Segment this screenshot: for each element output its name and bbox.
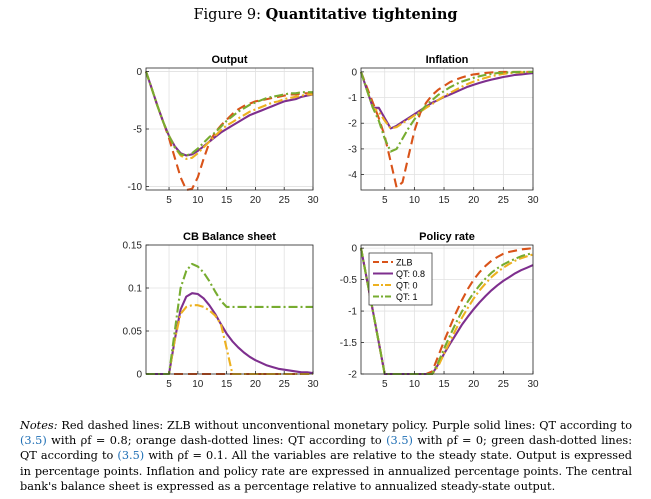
legend-label-qt0: QT: 0	[396, 281, 418, 291]
x-tick-label: 30	[307, 379, 319, 390]
legend-label-qt1: QT: 1	[396, 292, 418, 302]
chart-1: 5 10 15 20 25 30 0 -5 -10 Output	[128, 54, 319, 206]
y-tick-label: -1	[348, 93, 357, 104]
notes-text-1: Red dashed lines: ZLB without unconventi…	[57, 419, 632, 432]
y-tick-label: 0	[351, 244, 357, 255]
x-tick-label: 10	[192, 195, 204, 206]
x-tick-label: 15	[438, 195, 450, 206]
legend-box	[368, 252, 433, 306]
y-tick-label: 0.05	[123, 327, 143, 338]
y-tick-label: 0	[136, 370, 142, 381]
chart-2: 5 10 15 20 25 30 0 -1 -2 -3 -4 Inflation	[348, 54, 539, 206]
y-tick-label: -0.5	[340, 275, 358, 286]
x-tick-label: 5	[166, 195, 172, 206]
figure-notes: Notes: Red dashed lines: ZLB without unc…	[20, 418, 632, 494]
x-tick-label: 25	[279, 195, 291, 206]
x-tick-label: 20	[250, 195, 262, 206]
x-tick-label: 20	[468, 195, 480, 206]
x-tick-label: 20	[468, 379, 480, 390]
notes-text-2: with ρf = 0.8; orange dash-dotted lines:…	[46, 434, 387, 448]
legend-label-qt08: QT: 0.8	[396, 269, 425, 279]
x-tick-label: 30	[527, 195, 539, 206]
plot-frame	[360, 244, 534, 375]
series-line-qt0	[145, 71, 313, 160]
notes-text-3: with ρf = 0; green dash-dotted lines: QT…	[20, 434, 632, 463]
series-line-zlb	[360, 70, 533, 189]
y-tick-label: 0	[351, 67, 357, 78]
series-line-qt08	[145, 71, 314, 157]
y-tick-label: -3	[348, 144, 357, 155]
series-line-qt1	[145, 71, 313, 157]
legend-label-zlb: ZLB	[396, 258, 413, 268]
series-line-qt1	[360, 70, 533, 153]
y-tick-label: 0	[136, 67, 142, 78]
x-tick-label: 5	[382, 195, 388, 206]
series-line-qt1	[359, 247, 534, 376]
series-line-qt1	[146, 262, 313, 376]
equation-ref-1[interactable]: (3.5)	[20, 434, 47, 448]
chart-title: CB Balance sheet	[183, 231, 276, 243]
y-tick-label: 0.15	[123, 241, 143, 252]
plot-area	[146, 245, 313, 374]
y-tick-label: -10	[128, 182, 143, 193]
y-tick-label: -2	[348, 119, 357, 130]
figure-title: Figure 9: Quantitative tightening	[0, 6, 651, 23]
x-tick-label: 20	[250, 379, 262, 390]
y-tick-label: -4	[348, 170, 357, 181]
series-line-zlb	[145, 71, 313, 192]
series-line-qt0	[360, 70, 534, 130]
chart-title: Policy rate	[419, 231, 475, 243]
x-tick-label: 15	[221, 379, 233, 390]
equation-ref-3[interactable]: (3.5)	[117, 449, 145, 463]
x-tick-label: 10	[409, 379, 421, 390]
x-tick-label: 10	[192, 379, 204, 390]
x-tick-label: 25	[498, 195, 510, 206]
figure-title-text: Quantitative tightening	[265, 6, 458, 23]
chart-title: Output	[211, 54, 247, 66]
y-tick-label: -1.5	[340, 338, 358, 349]
x-tick-label: 10	[409, 195, 421, 206]
x-tick-label: 25	[279, 379, 291, 390]
y-tick-label: -5	[133, 125, 142, 136]
plot-frame	[145, 244, 314, 375]
y-tick-label: -1	[348, 307, 357, 318]
x-tick-label: 5	[166, 379, 172, 390]
x-tick-label: 30	[527, 379, 539, 390]
chart-title: Inflation	[426, 54, 469, 66]
plot-frame	[360, 67, 534, 191]
x-tick-label: 15	[438, 379, 450, 390]
chart-3: 5 10 15 20 25 30 0 0.05 0.1 0.15 CB Balance sheet	[123, 231, 319, 390]
notes-lead: Notes:	[20, 419, 58, 432]
x-tick-label: 15	[221, 195, 233, 206]
equation-ref-2[interactable]: (3.5)	[386, 434, 413, 448]
series-line-qt0	[359, 247, 534, 376]
x-tick-label: 25	[498, 379, 510, 390]
plot-area	[361, 68, 533, 190]
y-tick-label: -2	[348, 370, 357, 381]
x-tick-label: 5	[382, 379, 388, 390]
x-tick-label: 30	[307, 195, 319, 206]
y-tick-label: 0.1	[128, 284, 142, 295]
notes-text-4: with ρf = 0.1. All the variables are rel…	[20, 449, 632, 493]
figure-label: Figure 9:	[193, 7, 262, 23]
